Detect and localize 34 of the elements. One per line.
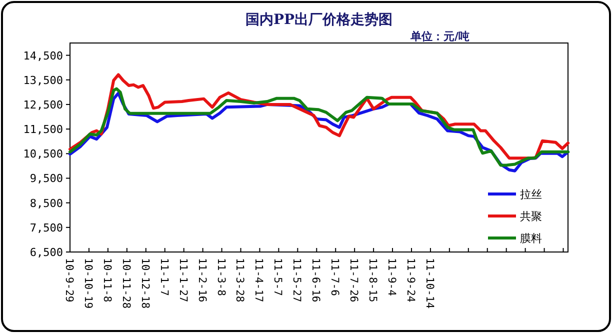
y-tick-label: 9,500 — [30, 172, 63, 186]
x-tick-label: 11-9-4 — [386, 258, 398, 296]
x-tick-label: 11-1-27 — [176, 258, 189, 302]
x-tick-label: 10-12-18 — [138, 258, 151, 309]
x-tick-label: 11-3-28 — [234, 258, 246, 302]
x-tick-label: 11-4-17 — [252, 258, 265, 302]
x-tick-label: 11-2-16 — [196, 258, 208, 302]
x-tick-label: 10-9-29 — [63, 258, 75, 302]
y-tick-label: 10,500 — [23, 148, 63, 161]
x-tick-label: 10-11-8 — [100, 258, 113, 302]
x-tick-label: 11-9-24 — [404, 258, 416, 302]
y-tick-label: 14,500 — [23, 49, 63, 62]
x-tick-label: 10-11-28 — [120, 258, 132, 309]
annotation: 单位：元/吨 — [409, 30, 470, 43]
y-tick-label: 11,500 — [23, 123, 63, 136]
y-tick-label: 8,500 — [30, 196, 63, 210]
y-tick-label: 6,500 — [30, 246, 63, 259]
y-tick-label: 13,500 — [23, 74, 63, 87]
chart-title: 国内PP出厂价格走势图 — [245, 12, 393, 28]
x-tick-label: 11-10-14 — [423, 258, 436, 309]
x-tick-label: 11-6-16 — [310, 258, 322, 302]
x-tick-label: 11-5-7 — [272, 258, 284, 296]
x-tick-label: 11-8-15 — [366, 258, 379, 302]
x-tick-label: 11-5-27 — [290, 258, 303, 302]
legend-label: 拉丝 — [520, 188, 542, 201]
y-tick-label: 7,500 — [30, 221, 63, 234]
y-tick-label: 12,500 — [23, 98, 63, 112]
x-tick-label: 11-1-7 — [158, 258, 170, 296]
legend-label: 膜料 — [520, 232, 542, 245]
x-tick-label: 11-7-26 — [348, 258, 360, 302]
x-tick-label: 11-3-8 — [214, 258, 227, 296]
x-tick-label: 11-7-6 — [328, 258, 341, 296]
x-tick-label: 10-10-19 — [82, 258, 94, 309]
legend-label: 共聚 — [520, 210, 542, 223]
